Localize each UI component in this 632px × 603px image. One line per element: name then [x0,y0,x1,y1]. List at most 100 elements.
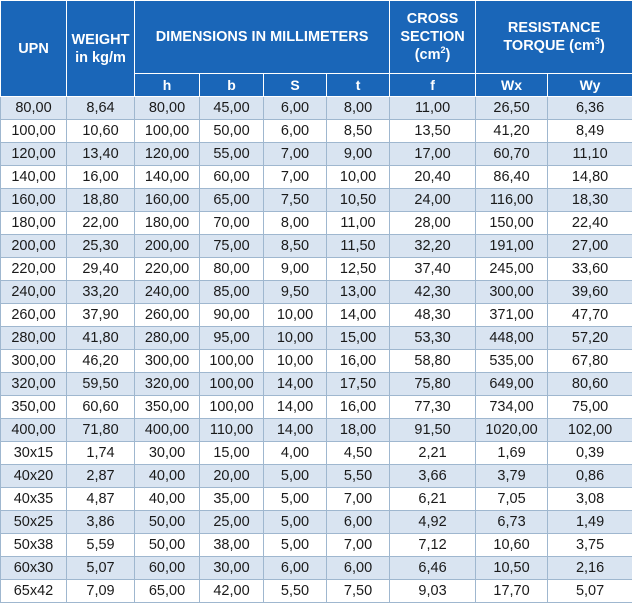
cell-upn: 400,00 [0,418,67,442]
cell-wx: 3,79 [475,464,549,488]
cell-weight: 18,80 [66,188,135,212]
cell-f: 7,12 [389,533,477,557]
cell-f: 6,46 [389,556,477,580]
cell-h: 240,00 [134,280,200,304]
dimensions-header: DIMENSIONS IN MILLIMETERS [133,0,391,74]
cell-h: 50,00 [134,533,200,557]
cell-h: 50,00 [134,510,200,534]
table-row: 160,00 18,80 160,00 65,00 7,50 10,50 24,00 116,… [0,188,632,212]
cell-wy: 39,60 [547,280,632,304]
weight-header-line2: in kg/m [75,49,126,66]
cell-b: 100,00 [199,349,264,373]
cell-h: 260,00 [134,303,200,327]
cell-wy: 3,75 [547,533,632,557]
cell-s: 10,00 [263,349,327,373]
sub-header-b: b [199,73,264,97]
cell-t: 7,00 [325,533,391,557]
cell-b: 45,00 [199,96,264,120]
table-row: 220,00 29,40 220,00 80,00 9,00 12,50 37,40 245,… [0,257,632,281]
sub-header-f: f [389,73,477,97]
cell-f: 75,80 [389,372,477,396]
cross-section-line2: SECTION [400,29,465,45]
cell-t: 7,50 [325,579,391,603]
table-row: 240,00 33,20 240,00 85,00 9,50 13,00 42,30 300,… [0,280,632,304]
cell-s: 8,00 [263,211,327,235]
cell-t: 11,50 [325,234,391,258]
table-row: 180,00 22,00 180,00 70,00 8,00 11,00 28,00 150,… [0,211,632,235]
cell-wx: 116,00 [475,188,549,212]
table-row: 320,00 59,50 320,00 100,00 14,00 17,50 75,80 64… [0,372,632,396]
cell-f: 77,30 [389,395,477,419]
cell-weight: 3,86 [66,510,135,534]
cell-h: 100,00 [134,119,200,143]
cell-upn: 140,00 [0,165,67,189]
cell-upn: 280,00 [0,326,67,350]
cell-upn: 100,00 [0,119,67,143]
cell-t: 16,00 [325,349,391,373]
cell-t: 16,00 [325,395,391,419]
cross-section-unit: (cm2) [414,45,451,63]
cell-f: 37,40 [389,257,477,281]
cell-weight: 8,64 [66,96,135,120]
cell-f: 48,30 [389,303,477,327]
cell-wx: 7,05 [475,487,549,511]
cell-f: 3,66 [389,464,477,488]
cell-t: 10,00 [325,165,391,189]
cell-b: 60,00 [199,165,264,189]
cell-b: 42,00 [199,579,264,603]
cell-f: 58,80 [389,349,477,373]
cell-s: 14,00 [263,372,327,396]
cell-b: 50,00 [199,119,264,143]
upn-header: UPN [0,0,67,97]
cell-f: 6,21 [389,487,477,511]
cell-t: 4,50 [325,441,391,465]
table-row: 280,00 41,80 280,00 95,00 10,00 15,00 53,30 448… [0,326,632,350]
cell-upn: 240,00 [0,280,67,304]
cell-t: 7,00 [325,487,391,511]
table-row: 350,00 60,60 350,00 100,00 14,00 16,00 77,30 73… [0,395,632,419]
cell-h: 60,00 [134,556,200,580]
cell-s: 7,00 [263,165,327,189]
cell-s: 14,00 [263,395,327,419]
cell-t: 8,50 [325,119,391,143]
cell-upn: 200,00 [0,234,67,258]
table-row: 100,00 10,60 100,00 50,00 6,00 8,50 13,50 41,20… [0,119,632,143]
sub-header-h: h [134,73,200,97]
cell-wx: 10,60 [475,533,549,557]
cell-h: 200,00 [134,234,200,258]
cell-b: 38,00 [199,533,264,557]
cell-weight: 2,87 [66,464,135,488]
table-row: 40x35 4,87 40,00 35,00 5,00 7,00 6,21 7,05 3,08 [0,487,632,511]
cell-weight: 29,40 [66,257,135,281]
cell-f: 11,00 [389,96,477,120]
cell-h: 300,00 [134,349,200,373]
cell-s: 5,00 [263,487,327,511]
cell-t: 6,00 [325,510,391,534]
cell-weight: 4,87 [66,487,135,511]
weight-header: WEIGHT in kg/m [66,0,135,97]
cell-wy: 0,86 [547,464,632,488]
cell-f: 28,00 [389,211,477,235]
table-row: 260,00 37,90 260,00 90,00 10,00 14,00 48,30 371… [0,303,632,327]
cell-weight: 13,40 [66,142,135,166]
cell-s: 7,50 [263,188,327,212]
cell-upn: 40x20 [0,464,67,488]
cell-wx: 6,73 [475,510,549,534]
cell-s: 5,00 [263,464,327,488]
cell-t: 11,00 [325,211,391,235]
resistance-line2: TORQUE (cm3) [503,36,605,54]
sub-header-wy: Wy [547,73,632,97]
cell-b: 35,00 [199,487,264,511]
cell-weight: 46,20 [66,349,135,373]
table-body: 80,00 8,64 80,00 45,00 6,00 8,00 11,00 26,50 6,3… [0,96,632,603]
cell-wy: 80,60 [547,372,632,396]
resistance-line1: RESISTANCE [507,20,601,36]
cell-s: 5,50 [263,579,327,603]
cell-f: 91,50 [389,418,477,442]
cell-h: 120,00 [134,142,200,166]
cell-wy: 102,00 [547,418,632,442]
cell-f: 32,20 [389,234,477,258]
table-row: 400,00 71,80 400,00 110,00 14,00 18,00 91,50 10… [0,418,632,442]
cell-s: 10,00 [263,326,327,350]
weight-header-line1: WEIGHT [71,31,130,48]
